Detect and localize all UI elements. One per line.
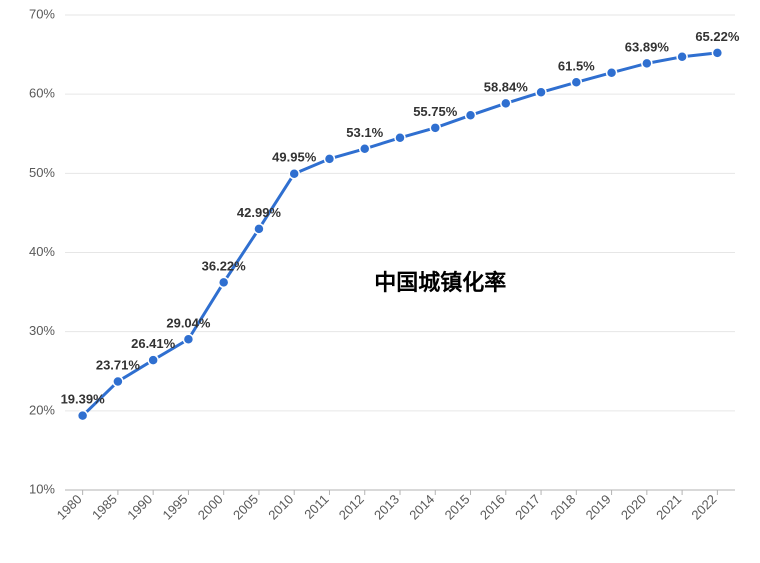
data-label: 61.5%	[558, 58, 595, 73]
data-point	[395, 133, 405, 143]
ytick-label: 10%	[29, 481, 55, 496]
data-label: 23.71%	[96, 357, 141, 372]
data-label: 55.75%	[413, 104, 458, 119]
data-point	[430, 123, 440, 133]
data-point	[607, 68, 617, 78]
data-point	[219, 277, 229, 287]
data-point	[148, 355, 158, 365]
data-label: 26.41%	[131, 336, 176, 351]
ytick-label: 50%	[29, 165, 55, 180]
ytick-label: 40%	[29, 244, 55, 259]
data-point	[254, 224, 264, 234]
data-label: 19.39%	[61, 392, 106, 407]
ytick-label: 70%	[29, 6, 55, 21]
data-point	[642, 58, 652, 68]
data-label: 58.84%	[484, 79, 529, 94]
data-point	[501, 98, 511, 108]
data-label: 42.99%	[237, 205, 282, 220]
data-point	[289, 169, 299, 179]
ytick-label: 30%	[29, 323, 55, 338]
data-point	[113, 376, 123, 386]
data-point	[78, 411, 88, 421]
data-point	[677, 52, 687, 62]
ytick-label: 20%	[29, 402, 55, 417]
ytick-label: 60%	[29, 86, 55, 101]
data-point	[712, 48, 722, 58]
urbanization-chart: 10%20%30%40%50%60%70%1980198519901995200…	[0, 0, 760, 563]
data-point	[466, 110, 476, 120]
data-label: 53.1%	[346, 125, 383, 140]
data-label: 63.89%	[625, 39, 670, 54]
chart-svg: 10%20%30%40%50%60%70%1980198519901995200…	[0, 0, 760, 563]
data-point	[571, 77, 581, 87]
data-point	[324, 154, 334, 164]
data-label: 49.95%	[272, 150, 317, 165]
data-label: 29.04%	[166, 315, 211, 330]
data-point	[183, 334, 193, 344]
data-label: 65.22%	[695, 29, 740, 44]
chart-title: 中国城镇化率	[374, 270, 506, 295]
data-label: 36.22%	[202, 258, 247, 273]
data-point	[536, 87, 546, 97]
data-point	[360, 144, 370, 154]
